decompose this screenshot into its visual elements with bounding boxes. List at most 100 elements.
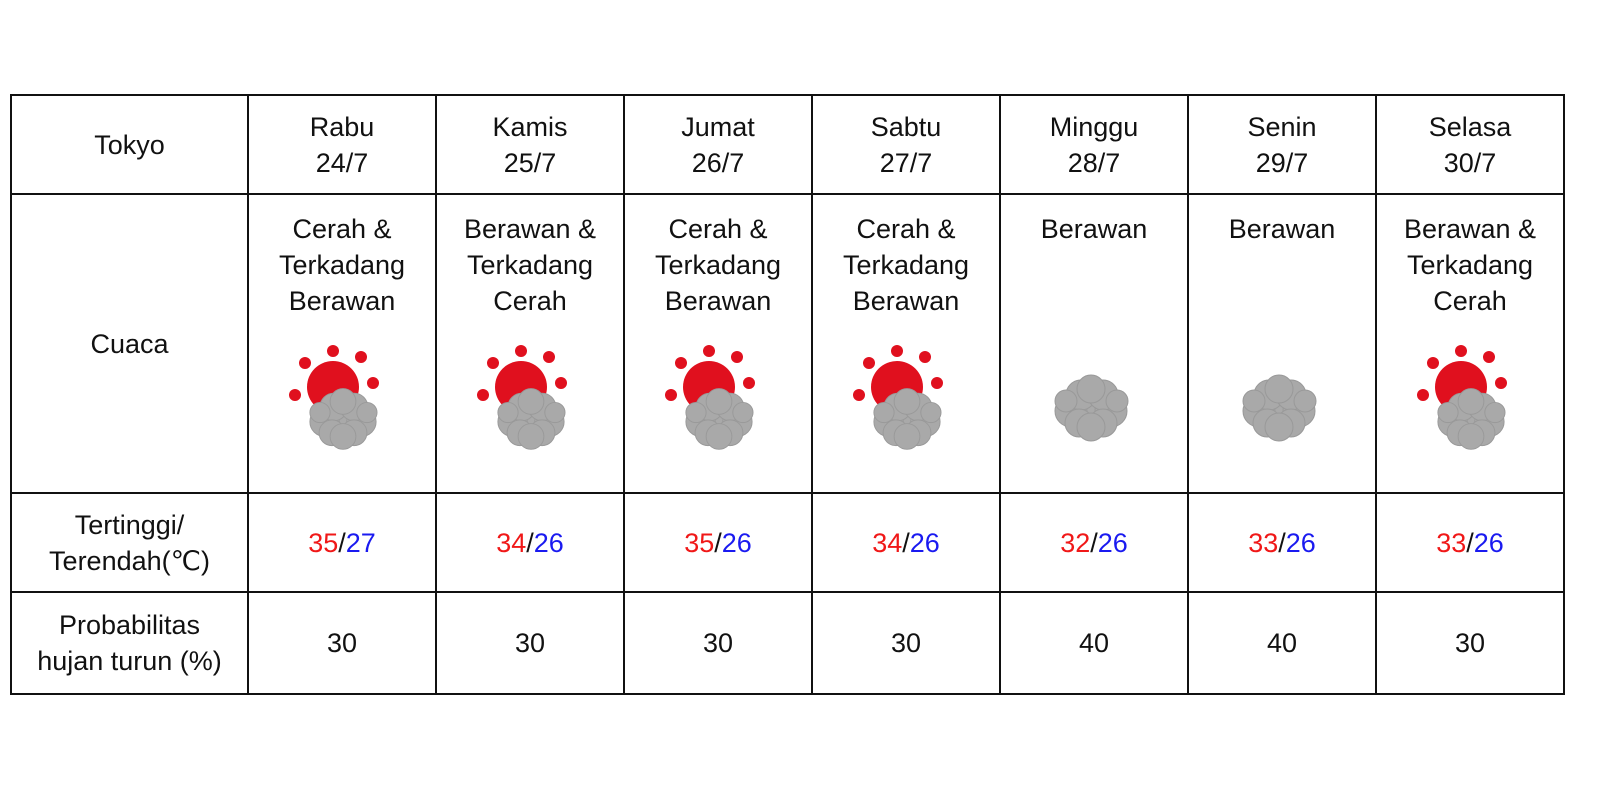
day-name: Kamis — [492, 111, 568, 142]
cloud-wrap — [1437, 388, 1506, 450]
cloud-puff — [517, 423, 545, 450]
rain-probability: 40 — [1187, 591, 1377, 695]
day-header: Senin 29/7 — [1187, 94, 1377, 195]
rain-probability: 30 — [623, 591, 813, 695]
low-temp: 27 — [345, 527, 376, 558]
low-temp: 26 — [1285, 527, 1316, 558]
location: Tokyo — [10, 94, 249, 195]
separator: / — [1466, 527, 1474, 558]
rain-probability: 30 — [435, 591, 625, 695]
date: 27/7 — [879, 147, 933, 178]
sun-ray — [743, 377, 755, 389]
day-name: Jumat — [681, 111, 755, 142]
weather-icon — [477, 345, 567, 450]
sun-ray — [891, 345, 903, 357]
cloud-puff — [893, 423, 921, 450]
cloud-puff — [1076, 412, 1106, 442]
cloud-puff — [497, 401, 519, 424]
cloud-puff — [1076, 374, 1106, 404]
row-label: Tertinggi/ Terendah(℃) — [10, 492, 249, 593]
temperature-row: Tertinggi/ Terendah(℃) 35/27 34/26 35/26 34… — [10, 492, 1565, 593]
cloud-puff — [920, 401, 942, 424]
sun-ray — [703, 345, 715, 357]
sun-ray — [853, 389, 865, 401]
rain-probability: 30 — [247, 591, 437, 695]
cloud-puff — [1054, 389, 1078, 413]
temperature-cell: 32/26 — [999, 492, 1189, 593]
rain-probability: 30 — [811, 591, 1001, 695]
day-name: Rabu — [309, 111, 375, 142]
cloud-puff — [1437, 401, 1459, 424]
cloud-wrap — [873, 388, 942, 450]
sun-ray — [355, 351, 367, 363]
sun-ray — [863, 357, 875, 369]
weather-text: Cerah & Terkadang Berawan — [654, 214, 782, 316]
row-label: Probabilitas hujan turun (%) — [10, 591, 249, 695]
cloud-puff — [1105, 389, 1129, 413]
date: 28/7 — [1067, 147, 1121, 178]
temperature-cell: 35/26 — [623, 492, 813, 593]
weather-icon — [1417, 345, 1507, 450]
cloud-puff — [732, 401, 754, 424]
temperature-cell: 33/26 — [1375, 492, 1565, 593]
high-temp: 35 — [308, 527, 339, 558]
sun-ray — [1417, 389, 1429, 401]
temperature-cell: 33/26 — [1187, 492, 1377, 593]
weather-icon — [665, 345, 755, 450]
cloud-puff — [329, 423, 357, 450]
weather-icon — [1242, 374, 1317, 442]
date: 24/7 — [315, 147, 369, 178]
weather-cell: Cerah & Terkadang Berawan — [623, 193, 813, 494]
separator: / — [1278, 527, 1286, 558]
sun-ray — [1455, 345, 1467, 357]
cloud-puff — [544, 401, 566, 424]
separator: / — [1090, 527, 1098, 558]
cloud-wrap — [309, 388, 378, 450]
forecast-table: Tokyo Rabu 24/7 Kamis 25/7 Jumat 26/7 Sabtu 27/… — [10, 94, 1565, 695]
cloud-puff — [329, 388, 357, 415]
weather-icon — [1054, 374, 1129, 442]
date: 26/7 — [691, 147, 745, 178]
separator: / — [714, 527, 722, 558]
weather-cell: Cerah & Terkadang Berawan — [247, 193, 437, 494]
sun-ray — [327, 345, 339, 357]
low-temp: 26 — [1097, 527, 1128, 558]
cloud-puff — [1242, 389, 1266, 413]
cloud-puff — [1264, 374, 1294, 404]
cloud-puff — [873, 401, 895, 424]
sun-ray — [487, 357, 499, 369]
day-header: Jumat 26/7 — [623, 94, 813, 195]
cloud-wrap — [497, 388, 566, 450]
cloud-puff — [1484, 401, 1506, 424]
weather-cell: Berawan & Terkadang Cerah — [1375, 193, 1565, 494]
sun-ray — [1483, 351, 1495, 363]
low-temp: 26 — [721, 527, 752, 558]
weather-row: Cuaca Cerah & Terkadang Berawan Berawan &… — [10, 193, 1565, 494]
rain-row: Probabilitas hujan turun (%) 30 30 30 30 40 4… — [10, 591, 1565, 695]
sun-ray — [1495, 377, 1507, 389]
separator: / — [526, 527, 534, 558]
cloud-puff — [517, 388, 545, 415]
temperature-cell: 35/27 — [247, 492, 437, 593]
cloud-wrap — [1054, 374, 1129, 442]
weather-text: Cerah & Terkadang Berawan — [278, 214, 406, 316]
day-header: Rabu 24/7 — [247, 94, 437, 195]
weather-cell: Berawan — [1187, 193, 1377, 494]
cloud — [497, 388, 566, 450]
cloud-puff — [1457, 388, 1485, 415]
weather-text: Berawan & Terkadang Cerah — [463, 214, 597, 316]
cloud-puff — [1264, 412, 1294, 442]
cloud-puff — [356, 401, 378, 424]
day-name: Senin — [1247, 111, 1317, 142]
high-temp: 34 — [496, 527, 527, 558]
day-name: Selasa — [1428, 111, 1512, 142]
high-temp: 35 — [684, 527, 715, 558]
row-label: Cuaca — [10, 193, 249, 494]
sun-ray — [665, 389, 677, 401]
cloud — [685, 388, 754, 450]
temperature-cell: 34/26 — [435, 492, 625, 593]
weather-cell: Cerah & Terkadang Berawan — [811, 193, 1001, 494]
cloud — [1242, 374, 1317, 442]
cloud-puff — [1457, 423, 1485, 450]
